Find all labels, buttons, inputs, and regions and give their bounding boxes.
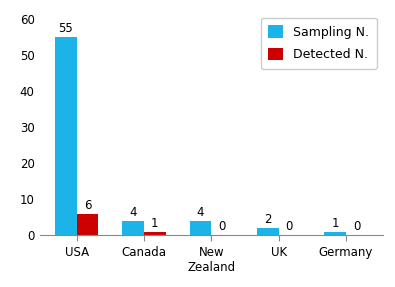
- Text: 55: 55: [58, 22, 73, 35]
- Text: 2: 2: [264, 213, 272, 226]
- Bar: [77, 214, 98, 235]
- Legend: Sampling N., Detected N.: Sampling N., Detected N.: [261, 18, 377, 69]
- Text: 0: 0: [353, 220, 361, 233]
- Text: 1: 1: [151, 217, 158, 230]
- Bar: [324, 232, 346, 235]
- Bar: [257, 228, 278, 235]
- Bar: [55, 37, 77, 235]
- Text: 4: 4: [130, 206, 137, 219]
- Bar: [190, 221, 211, 235]
- Text: 1: 1: [331, 217, 339, 230]
- Text: 6: 6: [84, 199, 91, 212]
- Bar: [144, 232, 166, 235]
- Text: 4: 4: [197, 206, 204, 219]
- Bar: [122, 221, 144, 235]
- Text: 0: 0: [218, 220, 226, 233]
- Text: 0: 0: [286, 220, 293, 233]
